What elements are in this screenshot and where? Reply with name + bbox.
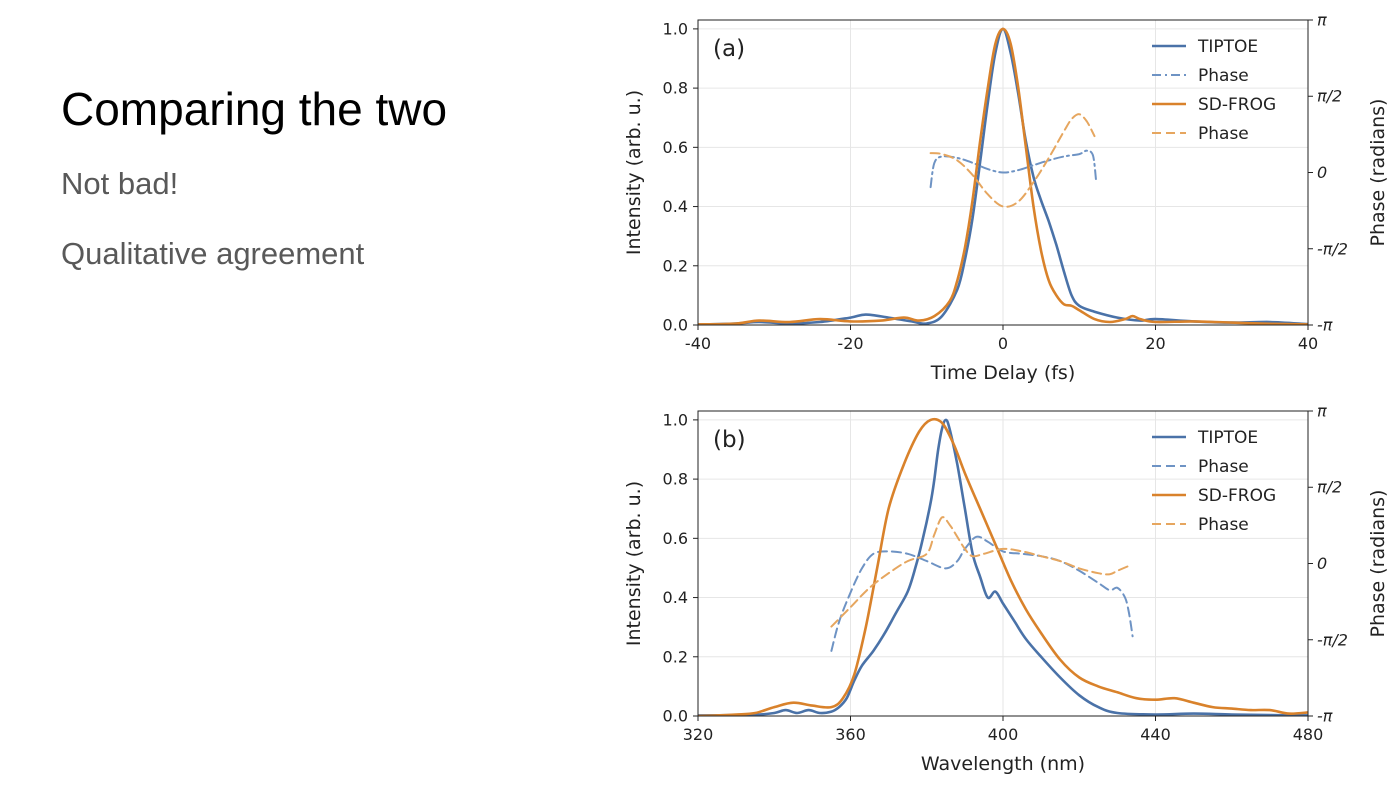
y-tick-label: 0.2 <box>663 256 688 275</box>
series-group <box>698 417 1308 716</box>
series-line-phase-1 <box>929 149 1097 189</box>
legend-label: SD-FROG <box>1198 486 1276 506</box>
y-tick-label: 0.6 <box>663 138 688 157</box>
y2-tick-label: π <box>1317 402 1327 421</box>
x-tick-label: 40 <box>1298 334 1318 353</box>
legend-label: Phase <box>1198 457 1249 477</box>
series-line-phase-3 <box>929 113 1096 208</box>
x-axis-label: Wavelength (nm) <box>921 753 1085 775</box>
y-tick-label: 0.8 <box>663 470 688 489</box>
y-tick-label: 0.8 <box>663 79 688 98</box>
y-tick-label: 0.4 <box>663 588 688 607</box>
y2-axis-label: Phase (radians) <box>1367 490 1389 638</box>
y-axis-label: Intensity (arb. u.) <box>623 90 645 255</box>
y2-tick-label: π/2 <box>1317 478 1342 497</box>
y2-tick-label: π <box>1317 11 1327 30</box>
x-tick-label: 20 <box>1145 334 1165 353</box>
legend-label: TIPTOE <box>1197 428 1258 448</box>
y-tick-label: 1.0 <box>663 410 688 429</box>
x-axis-label: Time Delay (fs) <box>930 362 1075 384</box>
series-line-sd-frog-2 <box>698 27 1308 325</box>
series-line-sd-frog-2 <box>698 417 1308 716</box>
chart-panel-a: -40 -20 0 20 40 0.0 0.2 0.4 0.6 0.8 1.0 -π -π/2 0 π/2 π… <box>623 11 1389 385</box>
y-tick-label: 0.6 <box>663 529 688 548</box>
legend-label: TIPTOE <box>1197 37 1258 57</box>
series-line-tiptoe-0 <box>698 418 1308 716</box>
y-tick-label: 0.0 <box>663 707 688 726</box>
x-tick-label: 480 <box>1293 725 1324 744</box>
series-group <box>698 27 1308 325</box>
y2-tick-label: -π/2 <box>1317 239 1348 258</box>
series-line-phase-1 <box>830 535 1134 652</box>
y2-tick-label: -π <box>1317 707 1333 726</box>
y-tick-label: 0.4 <box>663 197 688 216</box>
y2-axis-label: Phase (radians) <box>1367 99 1389 247</box>
bullet-qualitative-agreement: Qualitative agreement <box>61 236 365 271</box>
y2-tick-label: 0 <box>1317 554 1327 573</box>
legend-label: Phase <box>1198 515 1249 535</box>
legend-label: Phase <box>1198 66 1249 86</box>
panel-label: (a) <box>713 36 745 62</box>
series-line-tiptoe-0 <box>698 27 1308 325</box>
x-tick-label: 320 <box>683 725 714 744</box>
x-tick-label: 360 <box>835 725 866 744</box>
legend-label: SD-FROG <box>1198 95 1276 115</box>
y2-tick-label: -π <box>1317 316 1333 335</box>
x-tick-label: 440 <box>1140 725 1171 744</box>
y-tick-label: 0.2 <box>663 647 688 666</box>
legend-label: Phase <box>1198 124 1249 144</box>
y2-tick-label: π/2 <box>1317 87 1342 106</box>
y2-tick-label: 0 <box>1317 163 1327 182</box>
bullet-not-bad: Not bad! <box>61 166 179 201</box>
y2-tick-label: -π/2 <box>1317 630 1348 649</box>
x-tick-label: 0 <box>998 334 1008 353</box>
panel-label: (b) <box>713 427 746 453</box>
y-tick-label: 1.0 <box>663 19 688 38</box>
series-line-phase-3 <box>830 516 1130 628</box>
x-tick-label: 400 <box>988 725 1019 744</box>
slide-title: Comparing the two <box>61 83 448 135</box>
y-axis-label: Intensity (arb. u.) <box>623 481 645 646</box>
y-tick-label: 0.0 <box>663 316 688 335</box>
x-tick-label: -20 <box>837 334 863 353</box>
chart-panel-b: 320 360 400 440 480 0.0 0.2 0.4 0.6 0.8 1.0 -π -π/2 0… <box>623 402 1389 776</box>
x-tick-label: -40 <box>685 334 711 353</box>
